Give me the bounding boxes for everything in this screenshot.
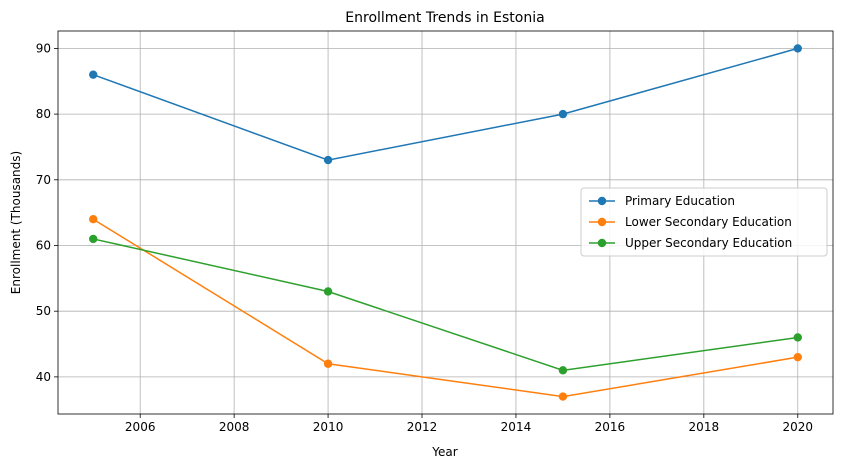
legend-box <box>580 187 828 257</box>
data-point <box>323 359 333 368</box>
x-tick-label: 2014 <box>501 420 532 434</box>
y-tick-label: 40 <box>36 370 51 384</box>
y-tick-label: 80 <box>36 107 51 121</box>
plot-frame <box>57 30 834 415</box>
series-2 <box>89 215 802 401</box>
x-tick-label: 2018 <box>689 420 720 434</box>
data-point <box>793 333 802 342</box>
series-line <box>92 47 798 161</box>
data-point <box>558 392 568 401</box>
data-point <box>89 234 98 244</box>
data-point <box>323 287 333 296</box>
legend-label: Lower Secondary Education <box>625 215 792 229</box>
y-tick-label: 70 <box>36 173 51 187</box>
legend-label: Primary Education <box>625 194 735 208</box>
data-point <box>558 366 568 375</box>
data-point <box>89 215 98 224</box>
legend-marker <box>597 238 607 248</box>
series-1 <box>89 44 802 165</box>
y-tick-label: 50 <box>36 304 51 318</box>
legend-item: Upper Secondary Education <box>589 236 792 250</box>
series-layer <box>89 44 802 401</box>
series-line <box>92 218 798 398</box>
x-tick-label: 2008 <box>219 420 250 434</box>
x-tick-label: 2006 <box>125 420 156 434</box>
legend: Primary Education Lower Secondary Educati… <box>580 187 828 257</box>
x-tick-label: 2016 <box>595 420 626 434</box>
series-3 <box>89 234 802 375</box>
x-axis-title: Year <box>431 445 457 459</box>
y-tick-label: 90 <box>36 41 51 55</box>
legend-label: Upper Secondary Education <box>625 236 792 250</box>
legend-item: Lower Secondary Education <box>589 215 792 229</box>
x-tick-label: 2010 <box>313 420 344 434</box>
y-axis-title: Enrollment (Thousands) <box>9 151 23 294</box>
data-point <box>793 44 802 53</box>
x-tick-label: 2012 <box>407 420 438 434</box>
x-axis: 2006 2008 2010 2012 2014 2016 2018 2020 <box>125 414 813 434</box>
x-tick-label: 2020 <box>782 420 813 434</box>
series-line <box>93 238 798 372</box>
legend-marker <box>597 217 607 227</box>
chart-title: Enrollment Trends in Estonia <box>345 10 544 26</box>
legend-item: Primary Education <box>589 194 735 208</box>
data-point <box>323 155 333 165</box>
data-point <box>89 70 98 79</box>
y-tick-label: 60 <box>36 238 51 252</box>
legend-marker <box>597 196 607 206</box>
data-point <box>793 352 802 362</box>
data-point <box>558 109 568 119</box>
y-axis: 40 50 60 70 80 90 <box>36 41 58 384</box>
